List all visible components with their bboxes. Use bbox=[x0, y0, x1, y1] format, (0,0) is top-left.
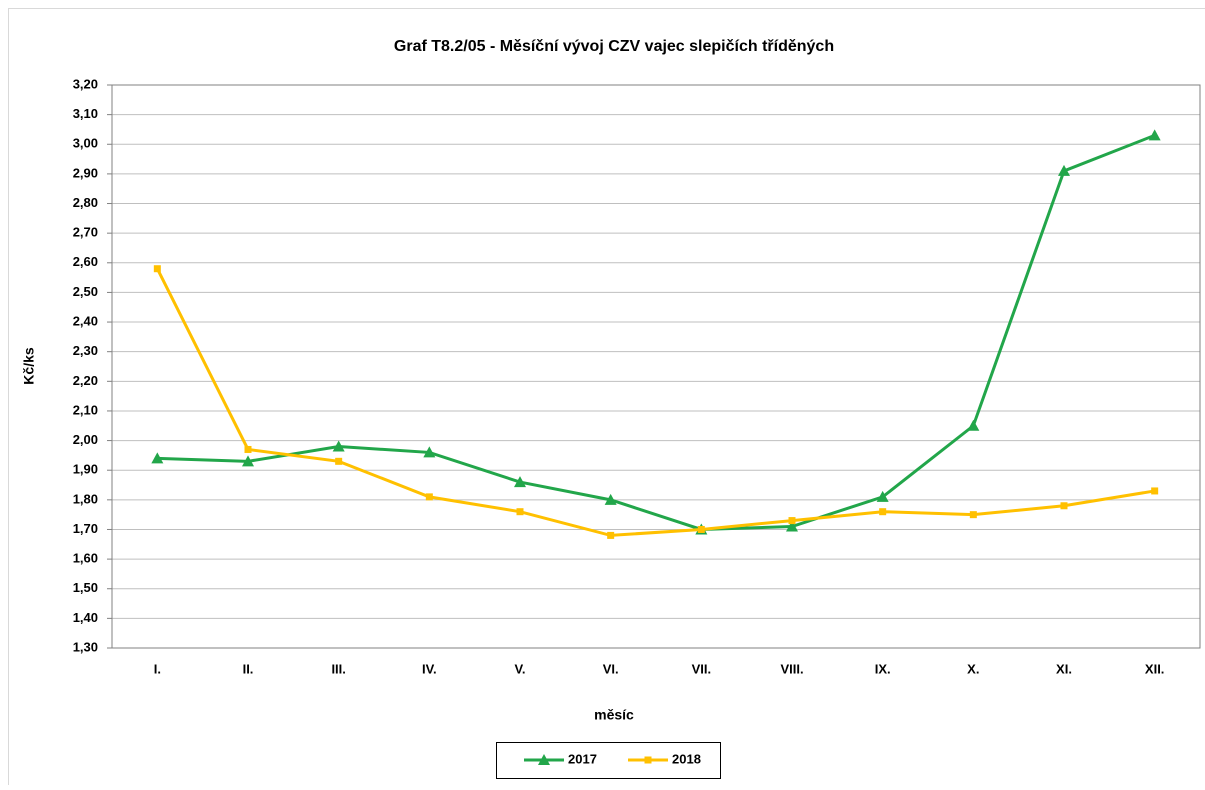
x-tick-label: VIII. bbox=[780, 661, 803, 676]
marker bbox=[517, 508, 524, 515]
marker bbox=[607, 532, 614, 539]
y-tick-label: 2,00 bbox=[73, 432, 98, 447]
x-tick-label: XII. bbox=[1145, 661, 1165, 676]
y-tick-label: 2,80 bbox=[73, 195, 98, 210]
y-tick-label: 3,00 bbox=[73, 136, 98, 151]
marker bbox=[1061, 502, 1068, 509]
x-tick-label: I. bbox=[154, 661, 161, 676]
y-tick-label: 2,30 bbox=[73, 343, 98, 358]
y-tick-label: 3,20 bbox=[73, 76, 98, 91]
y-tick-label: 1,80 bbox=[73, 491, 98, 506]
y-tick-label: 2,40 bbox=[73, 313, 98, 328]
marker bbox=[789, 517, 796, 524]
y-tick-label: 2,50 bbox=[73, 284, 98, 299]
x-tick-label: IX. bbox=[875, 661, 891, 676]
y-tick-label: 2,70 bbox=[73, 225, 98, 240]
x-tick-label: XI. bbox=[1056, 661, 1072, 676]
y-tick-label: 1,30 bbox=[73, 639, 98, 654]
legend-label: 2017 bbox=[568, 751, 597, 766]
x-tick-label: X. bbox=[967, 661, 979, 676]
x-tick-label: VI. bbox=[603, 661, 619, 676]
y-tick-label: 2,20 bbox=[73, 373, 98, 388]
y-tick-label: 1,70 bbox=[73, 521, 98, 536]
y-axis-label: Kč/ks bbox=[21, 347, 37, 385]
x-tick-label: II. bbox=[243, 661, 254, 676]
y-tick-label: 1,50 bbox=[73, 580, 98, 595]
y-tick-label: 2,10 bbox=[73, 402, 98, 417]
x-tick-label: V. bbox=[514, 661, 525, 676]
x-tick-label: III. bbox=[331, 661, 345, 676]
y-tick-label: 2,60 bbox=[73, 254, 98, 269]
y-tick-label: 2,90 bbox=[73, 165, 98, 180]
y-tick-label: 1,40 bbox=[73, 610, 98, 625]
legend-label: 2018 bbox=[672, 751, 701, 766]
marker bbox=[879, 508, 886, 515]
marker bbox=[335, 458, 342, 465]
marker bbox=[245, 446, 252, 453]
y-tick-label: 3,10 bbox=[73, 106, 98, 121]
marker bbox=[426, 493, 433, 500]
marker bbox=[1151, 487, 1158, 494]
x-tick-label: IV. bbox=[422, 661, 437, 676]
y-tick-label: 1,60 bbox=[73, 551, 98, 566]
x-axis-label: měsíc bbox=[594, 707, 634, 723]
marker bbox=[698, 526, 705, 533]
marker bbox=[970, 511, 977, 518]
marker bbox=[154, 265, 161, 272]
marker bbox=[645, 757, 652, 764]
y-tick-label: 1,90 bbox=[73, 462, 98, 477]
chart-title: Graf T8.2/05 - Měsíční vývoj CZV vajec s… bbox=[394, 38, 834, 55]
x-tick-label: VII. bbox=[692, 661, 712, 676]
